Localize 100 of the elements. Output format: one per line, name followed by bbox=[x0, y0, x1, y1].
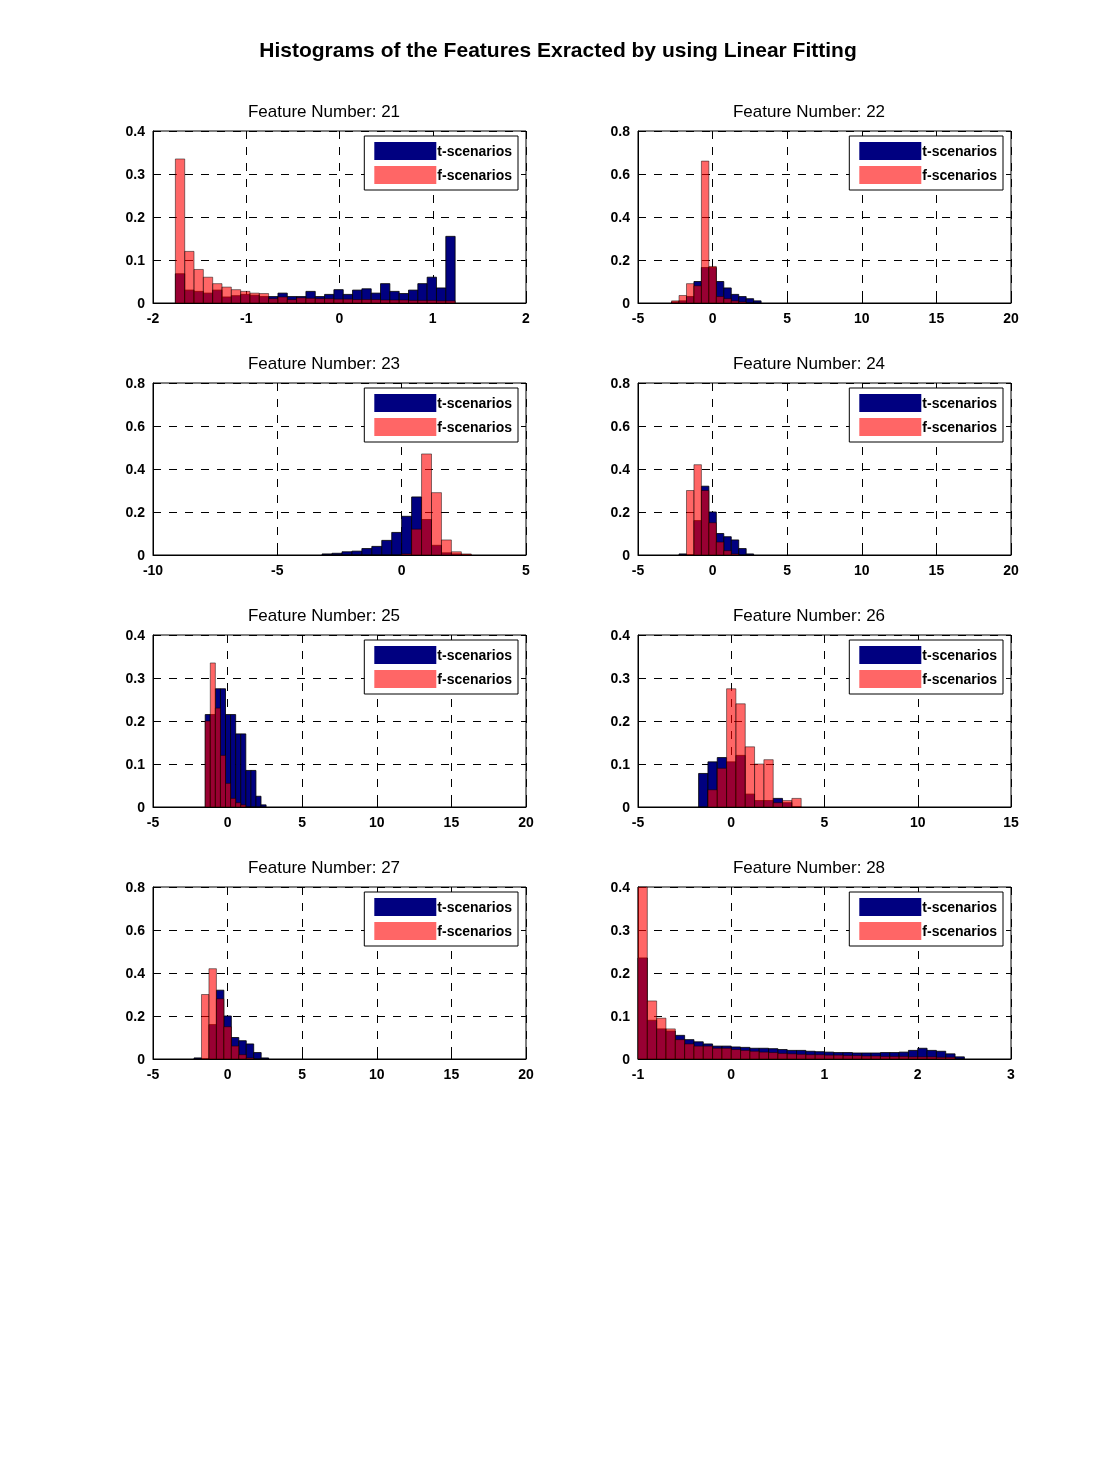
text: Histograms of the Features Exracted by using Linear Fitting bbox=[258, 38, 858, 62]
y-tick-label: 0 bbox=[622, 295, 631, 311]
y-tick-label: 0 bbox=[137, 295, 146, 311]
x-tick-label: 5 bbox=[783, 310, 792, 326]
legend-label: t-scenarios bbox=[922, 647, 998, 663]
legend-label: f-scenarios bbox=[922, 923, 998, 939]
x-tick-label: 15 bbox=[928, 562, 945, 578]
chart-title: Feature Number: 24 bbox=[732, 354, 886, 373]
x-tick-label: 20 bbox=[518, 1066, 534, 1082]
legend-label: t-scenarios bbox=[437, 899, 513, 915]
x-tick-label: 0 bbox=[727, 814, 736, 830]
y-tick-label: 0.4 bbox=[610, 461, 631, 477]
y-tick-label: 0.8 bbox=[610, 123, 631, 139]
y-tick-label: 0.3 bbox=[610, 922, 631, 938]
x-tick-label: 5 bbox=[522, 562, 531, 578]
legend-label: t-scenarios bbox=[437, 395, 513, 411]
y-tick-label: 0.2 bbox=[125, 504, 146, 520]
x-tick-label: 10 bbox=[909, 814, 926, 830]
x-tick-label: -5 bbox=[631, 562, 645, 578]
chart-title: Feature Number: 21 bbox=[247, 102, 401, 121]
x-tick-label: 20 bbox=[518, 814, 534, 830]
legend-label: f-scenarios bbox=[437, 167, 513, 183]
x-tick-label: 20 bbox=[1003, 562, 1019, 578]
legend-label: f-scenarios bbox=[922, 671, 998, 687]
y-tick-label: 0.6 bbox=[610, 166, 631, 182]
y-tick-label: 0.4 bbox=[610, 879, 631, 895]
x-tick-label: 20 bbox=[1003, 310, 1019, 326]
legend-label: f-scenarios bbox=[922, 419, 998, 435]
x-tick-label: 2 bbox=[913, 1066, 922, 1082]
x-tick-label: 0 bbox=[708, 562, 717, 578]
y-tick-label: 0.2 bbox=[125, 1008, 146, 1024]
x-tick-label: 0 bbox=[335, 310, 344, 326]
y-tick-label: 0.4 bbox=[610, 627, 631, 643]
x-tick-label: -1 bbox=[240, 310, 253, 326]
legend-label: f-scenarios bbox=[437, 419, 513, 435]
chart-title: Feature Number: 28 bbox=[732, 858, 886, 877]
legend-label: t-scenarios bbox=[437, 143, 513, 159]
y-tick-label: 0.3 bbox=[125, 670, 146, 686]
y-tick-label: 0 bbox=[622, 799, 631, 815]
x-tick-label: -5 bbox=[271, 562, 284, 578]
y-tick-label: 0.1 bbox=[125, 756, 146, 772]
chart-title: Feature Number: 23 bbox=[247, 354, 401, 373]
x-tick-label: 5 bbox=[783, 562, 792, 578]
x-tick-label: 0 bbox=[223, 814, 232, 830]
y-tick-label: 0.1 bbox=[610, 1008, 631, 1024]
y-tick-label: 0 bbox=[137, 1051, 146, 1067]
y-tick-label: 0.2 bbox=[610, 713, 631, 729]
y-tick-label: 0.2 bbox=[610, 504, 631, 520]
legend-label: t-scenarios bbox=[922, 143, 998, 159]
legend-label: t-scenarios bbox=[922, 899, 998, 915]
legend-label: t-scenarios bbox=[437, 647, 513, 663]
x-tick-label: 0 bbox=[708, 310, 717, 326]
y-tick-label: 0.6 bbox=[125, 418, 146, 434]
x-tick-label: 10 bbox=[854, 310, 870, 326]
y-tick-label: 0.4 bbox=[125, 461, 146, 477]
legend-label: f-scenarios bbox=[922, 167, 998, 183]
y-tick-label: 0.4 bbox=[125, 123, 146, 139]
y-tick-label: 0.3 bbox=[610, 670, 631, 686]
chart-title: Feature Number: 22 bbox=[732, 102, 886, 121]
legend-label: f-scenarios bbox=[437, 671, 513, 687]
y-tick-label: 0.2 bbox=[125, 713, 146, 729]
y-tick-label: 0 bbox=[137, 547, 146, 563]
x-tick-label: 10 bbox=[369, 814, 385, 830]
x-tick-label: 10 bbox=[854, 562, 870, 578]
x-tick-label: 3 bbox=[1007, 1066, 1016, 1082]
x-tick-label: 15 bbox=[1003, 814, 1019, 830]
x-tick-label: 15 bbox=[928, 310, 945, 326]
y-tick-label: 0 bbox=[622, 547, 631, 563]
y-tick-label: 0.3 bbox=[125, 166, 146, 182]
y-tick-label: 0.6 bbox=[610, 418, 631, 434]
legend-label: f-scenarios bbox=[437, 923, 513, 939]
y-tick-label: 0.1 bbox=[610, 756, 631, 772]
x-tick-label: 10 bbox=[369, 1066, 385, 1082]
x-tick-label: 0 bbox=[223, 1066, 232, 1082]
x-tick-label: -5 bbox=[146, 1066, 160, 1082]
x-tick-label: -5 bbox=[146, 814, 160, 830]
legend-label: t-scenarios bbox=[922, 395, 998, 411]
x-tick-label: -2 bbox=[146, 310, 160, 326]
y-tick-label: 0.6 bbox=[125, 922, 146, 938]
chart-title: Feature Number: 25 bbox=[247, 606, 401, 625]
chart-title: Feature Number: 26 bbox=[732, 606, 886, 625]
x-tick-label: -10 bbox=[142, 562, 164, 578]
x-tick-label: -5 bbox=[631, 310, 645, 326]
y-tick-label: 0 bbox=[137, 799, 146, 815]
y-tick-label: 0.4 bbox=[125, 627, 146, 643]
x-tick-label: 15 bbox=[443, 814, 460, 830]
x-tick-label: 5 bbox=[298, 1066, 307, 1082]
x-tick-label: -1 bbox=[631, 1066, 645, 1082]
y-tick-label: 0.2 bbox=[125, 209, 146, 225]
x-tick-label: 15 bbox=[443, 1066, 460, 1082]
y-tick-label: 0 bbox=[622, 1051, 631, 1067]
y-tick-label: 0.2 bbox=[610, 252, 631, 268]
x-tick-label: 2 bbox=[522, 310, 531, 326]
y-tick-label: 0.8 bbox=[125, 375, 146, 391]
x-tick-label: 0 bbox=[397, 562, 406, 578]
y-tick-label: 0.8 bbox=[610, 375, 631, 391]
y-tick-label: 0.4 bbox=[610, 209, 631, 225]
x-tick-label: -5 bbox=[631, 814, 645, 830]
x-tick-label: 1 bbox=[428, 310, 437, 326]
chart-title: Feature Number: 27 bbox=[247, 858, 401, 877]
